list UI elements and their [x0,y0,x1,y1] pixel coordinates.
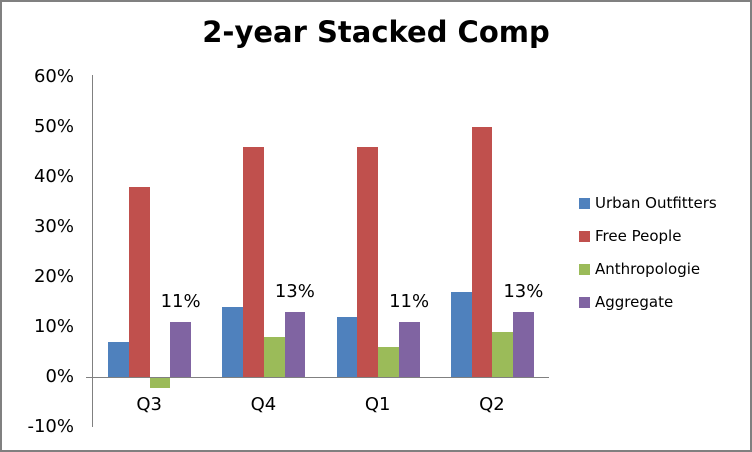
legend-label: Anthropologie [595,260,701,278]
data-label-q2: 13% [503,281,544,302]
y-tick-label: 40% [33,166,74,187]
x-category-label-q1: Q1 [364,394,391,415]
x-category-label-q4: Q4 [250,394,277,415]
legend-marker-icon [579,231,590,242]
data-label-q3: 11% [160,291,201,312]
bar-aggregate-q2 [513,312,534,377]
y-tick-label: 60% [33,66,74,87]
bar-free-people-q2 [471,127,493,377]
legend-label: Aggregate [595,293,674,311]
legend-item-urban-outfitters: Urban Outfitters [579,194,717,213]
chart-title: 2-year Stacked Comp [202,15,550,49]
bar-free-people-q4 [243,147,264,377]
bar-aggregate-q4 [284,312,306,377]
y-axis-line [92,75,93,427]
bar-urban-outfitters-q1 [336,317,358,377]
data-label-q4: 13% [274,281,315,302]
legend-marker-icon [579,297,590,308]
legend-marker-icon [579,198,590,209]
bar-aggregate-q1 [398,322,420,377]
legend-marker-icon [579,264,590,275]
legend-item-anthropologie: Anthropologie [579,260,717,279]
y-tick-label: 30% [33,216,74,237]
x-category-label-q2: Q2 [479,394,505,415]
bar-urban-outfitters-q2 [450,292,472,377]
legend-label: Urban Outfitters [595,194,717,212]
y-tick-label: 10% [33,316,74,337]
bar-anthropologie-q4 [263,337,285,377]
bar-anthropologie-q2 [492,332,513,377]
data-label-q1: 11% [389,291,430,312]
bar-anthropologie-q3 [149,378,171,388]
legend: Urban Outfitters Free People Anthropologie… [579,194,717,312]
y-tick-label: 0% [45,366,74,387]
legend-label: Free People [595,227,682,245]
bar-urban-outfitters-q3 [108,342,129,377]
x-category-label-q3: Q3 [136,394,162,415]
legend-item-aggregate: Aggregate [579,293,717,312]
bar-free-people-q1 [357,147,378,377]
legend-item-free-people: Free People [579,227,717,246]
bar-urban-outfitters-q4 [222,307,243,377]
bar-aggregate-q3 [170,322,191,377]
y-tick-label: 50% [33,116,74,137]
y-tick-label: -10% [27,416,74,437]
y-tick-label: 20% [33,266,74,287]
bar-anthropologie-q1 [378,347,399,377]
x-axis-zero-line [86,377,549,378]
bar-free-people-q3 [128,187,150,377]
